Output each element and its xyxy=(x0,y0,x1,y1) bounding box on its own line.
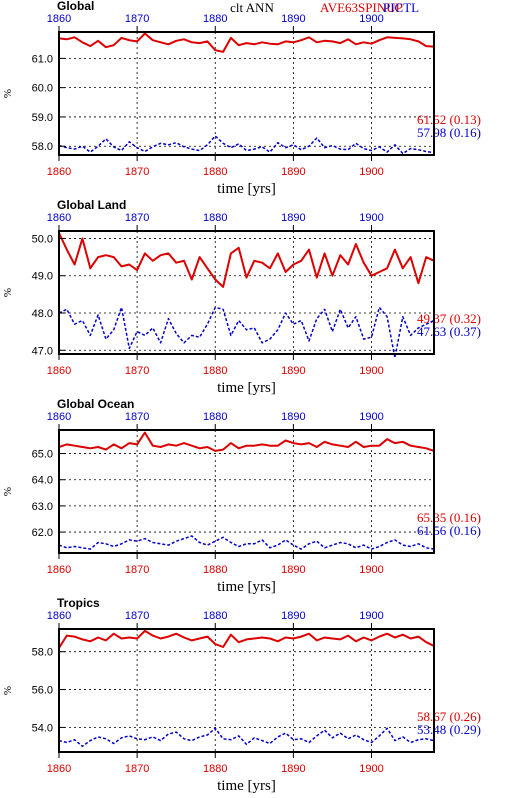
y-tick-label: 47.0 xyxy=(32,345,53,357)
x-tick-label-top: 1880 xyxy=(203,610,227,622)
series-summary-label: 58.67 (0.26) xyxy=(417,709,481,724)
series-summary-label: 47.63 (0.37) xyxy=(417,324,481,339)
y-tick-label: 48.0 xyxy=(32,308,53,320)
panel-title: Global Ocean xyxy=(57,397,134,411)
x-tick-label-top: 1870 xyxy=(125,610,149,622)
series-summary-label: 57.98 (0.16) xyxy=(417,125,481,140)
x-tick-label-bottom: 1860 xyxy=(47,365,71,377)
x-tick-label-bottom: 1860 xyxy=(47,166,71,178)
x-tick-label-bottom: 1880 xyxy=(203,365,227,377)
y-tick-label: 58.0 xyxy=(32,141,53,153)
x-tick-label-top: 1900 xyxy=(359,212,383,224)
x-tick-label-top: 1870 xyxy=(125,212,149,224)
x-tick-label-top: 1890 xyxy=(281,411,305,423)
x-tick-label-bottom: 1870 xyxy=(125,365,149,377)
x-tick-label-bottom: 1890 xyxy=(281,365,305,377)
series-line-ave63spinup xyxy=(58,32,435,53)
y-axis-label: % xyxy=(2,686,14,695)
y-tick-label: 58.0 xyxy=(32,647,53,659)
x-tick-label-top: 1900 xyxy=(359,411,383,423)
plot-frame xyxy=(58,429,435,554)
x-tick-label-bottom: 1890 xyxy=(281,166,305,178)
series-line-ave63spinup xyxy=(58,629,435,649)
series-line-ave63spinup xyxy=(58,431,435,452)
series-summary-label: 65.35 (0.16) xyxy=(417,510,481,525)
panel-tropics: Tropics 58.67 (0.26)53.48 (0.29) 1860 1860 1… xyxy=(2,596,481,794)
panel-title: Global xyxy=(57,0,94,13)
series-line-pictl xyxy=(58,135,435,155)
y-axis-label: % xyxy=(2,89,14,98)
series-summary-label: 53.48 (0.29) xyxy=(417,722,481,737)
x-tick-label-bottom: 1900 xyxy=(359,763,383,775)
x-tick-label-bottom: 1860 xyxy=(47,564,71,576)
plot-frame xyxy=(58,31,435,156)
series-line-ave63spinup xyxy=(58,232,435,288)
series-summary-label: 61.52 (0.13) xyxy=(417,112,481,127)
y-tick-label: 54.0 xyxy=(32,722,53,734)
panel-title: Global Land xyxy=(57,198,126,212)
y-tick-label: 50.0 xyxy=(32,233,53,245)
x-tick-label-top: 1870 xyxy=(125,411,149,423)
plot-frame xyxy=(58,230,435,355)
x-tick-label-top: 1890 xyxy=(281,13,305,25)
series-summary-label: 61.56 (0.16) xyxy=(417,523,481,538)
y-tick-label: 64.0 xyxy=(32,475,53,487)
series-line-pictl xyxy=(58,535,435,550)
panel-global: Global 61.52 (0.13)57.98 (0.16) 1860 1860 18… xyxy=(2,0,481,197)
run-b-label: PICTL xyxy=(383,0,419,15)
y-tick-label: 60.0 xyxy=(32,83,53,95)
y-tick-label: 63.0 xyxy=(32,501,53,513)
run-a-label: AVE63SPINUP xyxy=(320,0,403,15)
x-tick-label-bottom: 1880 xyxy=(203,166,227,178)
x-tick-label-bottom: 1890 xyxy=(281,763,305,775)
y-axis-label: % xyxy=(2,487,14,496)
x-tick-label-bottom: 1900 xyxy=(359,365,383,377)
x-tick-label-top: 1880 xyxy=(203,212,227,224)
figure-header: clt ANN AVE63SPINUP PICTL xyxy=(230,0,419,15)
x-axis-label: time [yrs] xyxy=(217,181,276,197)
series-line-pictl xyxy=(58,306,435,359)
x-axis-label: time [yrs] xyxy=(217,579,276,595)
y-tick-label: 56.0 xyxy=(32,685,53,697)
series-summary-label: 49.37 (0.32) xyxy=(417,311,481,326)
panel-global-land: Global Land 49.37 (0.32)47.63 (0.37) 1860 1… xyxy=(2,198,481,396)
series-line-pictl xyxy=(58,727,435,748)
y-tick-label: 59.0 xyxy=(32,112,53,124)
x-tick-label-bottom: 1880 xyxy=(203,763,227,775)
x-tick-label-top: 1880 xyxy=(203,411,227,423)
y-tick-label: 62.0 xyxy=(32,527,53,539)
x-tick-label-bottom: 1860 xyxy=(47,763,71,775)
x-tick-label-bottom: 1880 xyxy=(203,564,227,576)
x-tick-label-top: 1900 xyxy=(359,13,383,25)
x-tick-label-bottom: 1870 xyxy=(125,564,149,576)
y-tick-label: 49.0 xyxy=(32,271,53,283)
x-tick-label-top: 1880 xyxy=(203,13,227,25)
x-tick-label-bottom: 1870 xyxy=(125,763,149,775)
x-tick-label-bottom: 1890 xyxy=(281,564,305,576)
x-tick-label-top: 1870 xyxy=(125,13,149,25)
y-tick-label: 61.0 xyxy=(32,53,53,65)
x-tick-label-top: 1900 xyxy=(359,610,383,622)
x-axis-label: time [yrs] xyxy=(217,778,276,794)
figure-title: clt ANN xyxy=(230,0,274,15)
plot-frame xyxy=(58,628,435,753)
x-tick-label-top: 1860 xyxy=(47,411,71,423)
panels-container: Global 61.52 (0.13)57.98 (0.16) 1860 1860 18… xyxy=(2,0,481,794)
x-tick-label-top: 1860 xyxy=(47,610,71,622)
y-axis-label: % xyxy=(2,288,14,297)
x-tick-label-bottom: 1870 xyxy=(125,166,149,178)
y-tick-label: 65.0 xyxy=(32,449,53,461)
panel-global-ocean: Global Ocean 65.35 (0.16)61.56 (0.16) 1860… xyxy=(2,397,481,595)
x-tick-label-top: 1860 xyxy=(47,13,71,25)
x-tick-label-bottom: 1900 xyxy=(359,564,383,576)
x-tick-label-top: 1890 xyxy=(281,212,305,224)
x-tick-label-top: 1860 xyxy=(47,212,71,224)
x-tick-label-top: 1890 xyxy=(281,610,305,622)
x-axis-label: time [yrs] xyxy=(217,380,276,396)
panel-title: Tropics xyxy=(57,596,100,610)
x-tick-label-bottom: 1900 xyxy=(359,166,383,178)
